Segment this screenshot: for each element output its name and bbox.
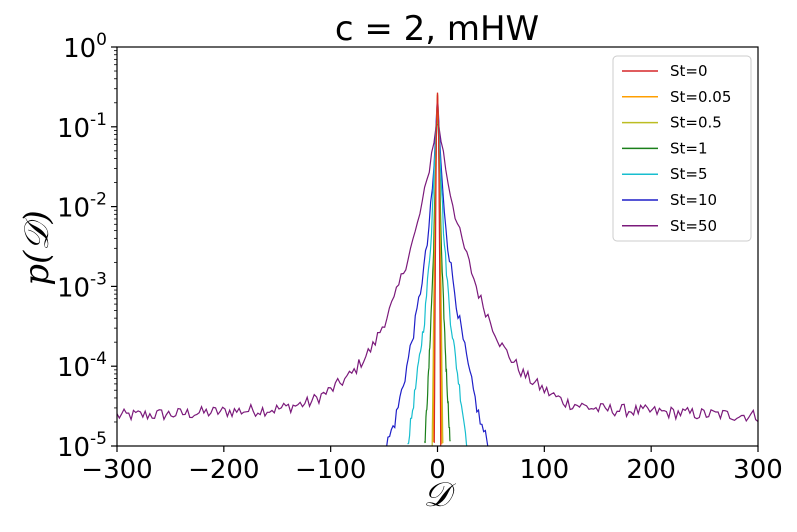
- x-tick-label: −200: [188, 455, 259, 485]
- x-tick-label: 100: [520, 455, 570, 485]
- legend-entry: St=0: [670, 62, 708, 80]
- y-tick-label: 10-2: [57, 190, 107, 224]
- legend-entry: St=10: [670, 191, 717, 209]
- legend-entry: St=1: [670, 139, 708, 157]
- x-axis-label: 𝒟: [423, 475, 456, 515]
- series-layer: [117, 92, 758, 446]
- legend: St=0 St=0.05 St=0.5 St=1 St=5 St=10 St=50: [612, 55, 752, 242]
- series-line-st-0: [433, 92, 442, 446]
- x-tick-label: −100: [295, 455, 366, 485]
- y-axis-label: p(𝒟): [17, 210, 57, 285]
- legend-entry: St=0.5: [670, 114, 722, 132]
- y-tick-label: 100: [63, 30, 107, 64]
- x-tick-label: 200: [626, 455, 676, 485]
- y-axis: 10-5 10-4 10-3 10-2 10-1 100: [57, 30, 117, 463]
- legend-box: [612, 55, 752, 242]
- y-tick-label: 10-3: [57, 269, 107, 303]
- chart-title: c = 2, mHW: [335, 9, 539, 49]
- x-tick-label: 300: [733, 455, 783, 485]
- x-tick-label: 0: [429, 455, 446, 485]
- y-tick-label: 10-1: [57, 110, 107, 144]
- x-axis: −300 −200 −100 0 100 200 300: [81, 446, 783, 485]
- series-line-st-50: [117, 123, 758, 423]
- y-tick-label: 10-4: [57, 349, 107, 383]
- legend-entry: St=5: [670, 165, 708, 183]
- x-tick-label: −300: [81, 455, 152, 485]
- y-tick-label: 10-5: [57, 429, 107, 463]
- legend-entry: St=0.05: [670, 88, 731, 106]
- legend-entry: St=50: [670, 217, 717, 235]
